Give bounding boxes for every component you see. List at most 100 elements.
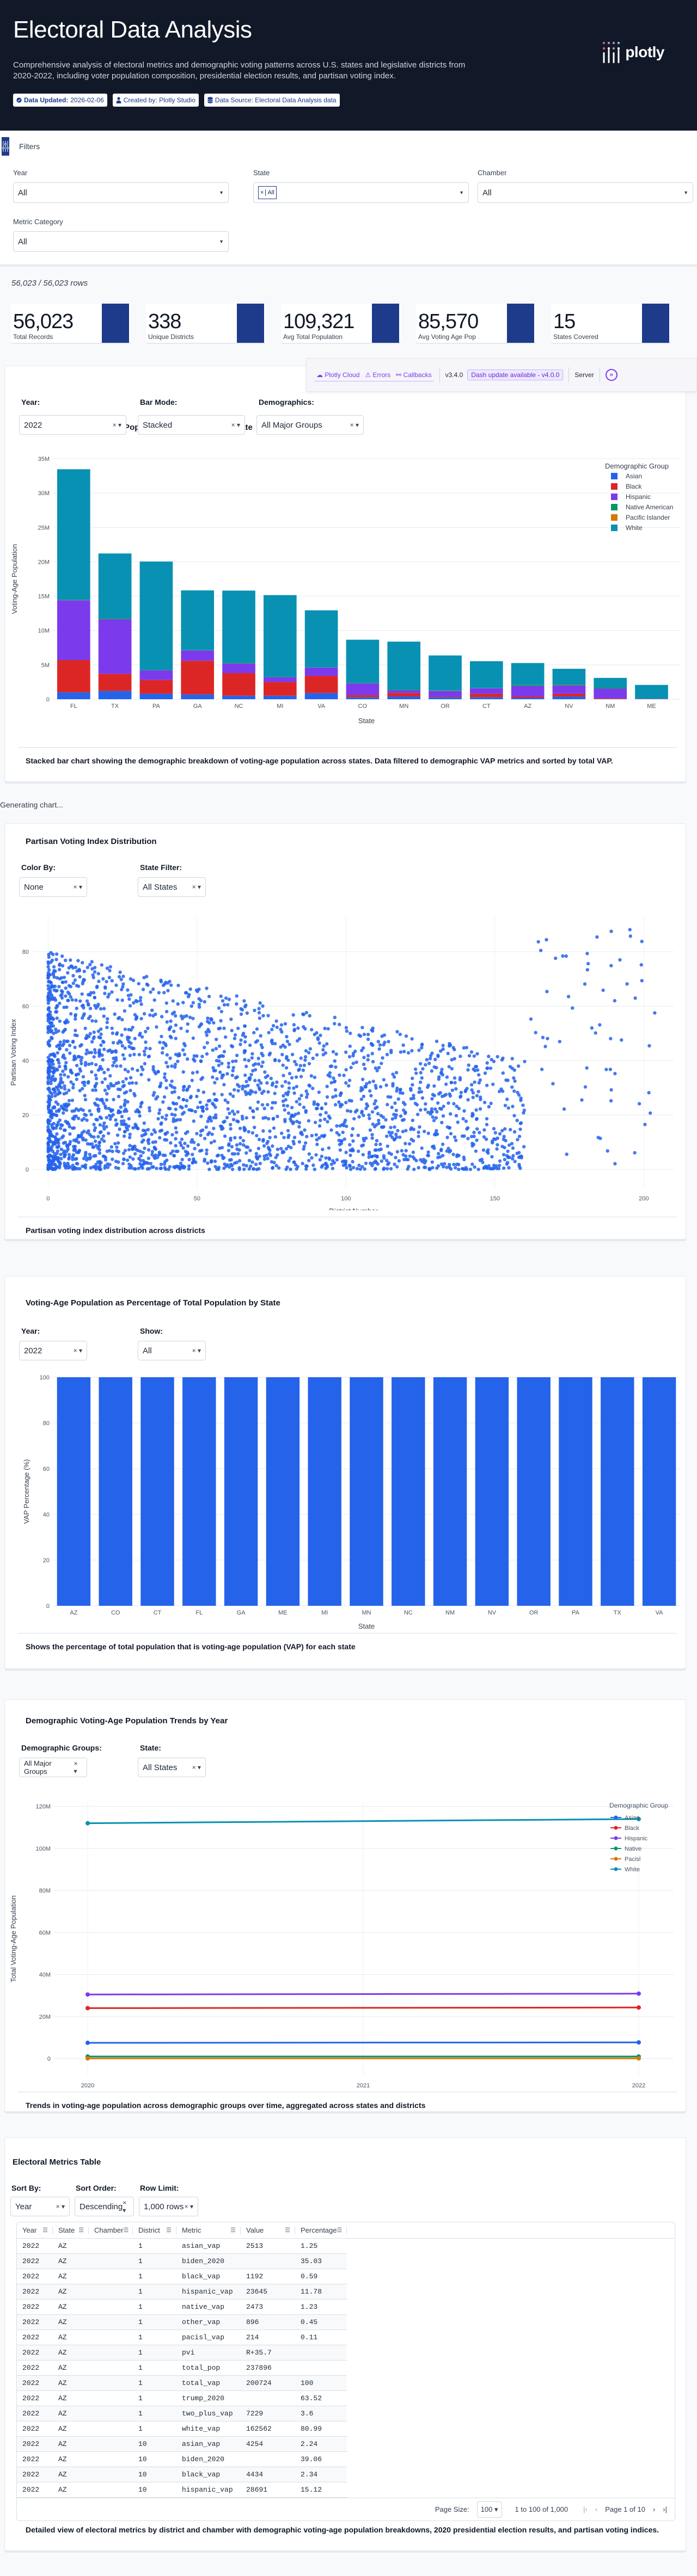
row-limit-select[interactable]: 1,000 rows × ▾ (139, 2197, 198, 2216)
table-row[interactable]: 2022 AZ 1 native_vap 2473 1.23 (17, 2300, 347, 2315)
column-header-chamber[interactable]: Chamber ☰ (89, 2226, 133, 2234)
svg-text:40: 40 (22, 1058, 29, 1064)
bar-mode-select[interactable]: Stacked × ▾ (138, 415, 245, 435)
svg-text:0: 0 (46, 697, 50, 703)
filter-icon[interactable]: ☰ (78, 2227, 84, 2234)
demographic-groups-select[interactable]: All Major Groups × ▾ (19, 1758, 87, 1777)
show-select[interactable]: All × ▾ (138, 1341, 206, 1360)
vap-trends-line-chart[interactable]: 020M40M60M80M100M120M202020212022YearTot… (5, 1787, 686, 2092)
cell-year: 2022 (22, 2349, 40, 2357)
table-row[interactable]: 2022 AZ 1 total_pop 237896 (17, 2361, 347, 2376)
cell-year: 2022 (22, 2288, 40, 2296)
cell-district: 1 (138, 2364, 143, 2372)
cell-state: AZ (58, 2379, 67, 2387)
table-row[interactable]: 2022 AZ 1 pvi R+35.7 (17, 2345, 347, 2361)
warning-icon: ⚠ (365, 371, 371, 379)
table-row[interactable]: 2022 AZ 1 two_plus_vap 7229 3.6 (17, 2406, 347, 2421)
cell-year: 2022 (22, 2486, 40, 2494)
column-header-district[interactable]: District ☰ (133, 2226, 176, 2234)
cell-value: 23645 (246, 2288, 268, 2296)
sort-order-select[interactable]: Descending × ▾ (75, 2197, 134, 2216)
last-page-button[interactable]: ›| (663, 2505, 667, 2513)
color-by-select[interactable]: None × ▾ (19, 877, 87, 897)
row-range: 1 to 100 of 1,000 (515, 2505, 568, 2513)
filter-icon[interactable]: ☰ (42, 2227, 48, 2234)
pvi-scatter-chart[interactable]: 0 20 40 60 80 0 50 100 150 200 District Number Part… (5, 905, 686, 1210)
svg-text:Pacisl: Pacisl (625, 1856, 640, 1863)
column-header-state[interactable]: State ☰ (53, 2226, 89, 2234)
errors-tab[interactable]: ⚠ Errors (365, 371, 391, 379)
first-page-button[interactable]: |‹ (583, 2505, 588, 2513)
svg-text:PA: PA (572, 1610, 580, 1616)
cell-value: 2513 (246, 2242, 264, 2250)
svg-text:NM: NM (445, 1610, 455, 1616)
stacked-bar-chart[interactable]: 0 5M 10M 15M 20M 25M 30M 35M FL TX PA GA NC MI VA CO MN O… (5, 442, 686, 747)
state-select[interactable]: All States × ▾ (138, 1758, 206, 1777)
sliders-icon[interactable] (2, 137, 9, 156)
table-row[interactable]: 2022 AZ 1 asian_vap 2513 1.25 (17, 2239, 347, 2254)
cell-metric: hispanic_vap (182, 2288, 233, 2296)
filter-icon[interactable]: ☰ (123, 2227, 129, 2234)
filters-title: Filters (19, 142, 40, 151)
table-row[interactable]: 2022 AZ 10 biden_2020 39.06 (17, 2452, 347, 2467)
cell-metric: pvi (182, 2349, 195, 2357)
cell-year: 2022 (22, 2272, 40, 2281)
svg-text:White: White (625, 1866, 640, 1873)
table-row[interactable]: 2022 AZ 1 biden_2020 35.03 (17, 2254, 347, 2269)
kpi-total-records: 56,023 Total Records (11, 304, 131, 343)
svg-text:FL: FL (195, 1610, 203, 1616)
dash-update-badge[interactable]: Dash update available - v4.0.0 (467, 369, 564, 380)
table-row[interactable]: 2022 AZ 1 white_vap 162562 80.99 (17, 2421, 347, 2437)
vap-percentage-bar-chart[interactable]: 0 20 40 60 80 100 AZ CO CT FL GA ME MI MN NC NM NV OR PA TX… (5, 1364, 686, 1647)
filter-icon[interactable]: ☰ (285, 2227, 290, 2234)
year-select[interactable]: 2022 × ▾ (19, 1341, 87, 1360)
filter-icon[interactable]: ☰ (166, 2227, 172, 2234)
table-row[interactable]: 2022 AZ 1 total_vap 200724 100 (17, 2376, 347, 2391)
filter-icon[interactable]: ☰ (337, 2227, 343, 2234)
svg-text:2022: 2022 (632, 2082, 645, 2089)
table-row[interactable]: 2022 AZ 1 black_vap 1192 0.59 (17, 2269, 347, 2284)
state-chip: × All (258, 186, 277, 199)
cell-percentage: 0.45 (301, 2318, 318, 2326)
prev-page-button[interactable]: ‹ (595, 2505, 598, 2513)
table-row[interactable]: 2022 AZ 10 black_vap 4434 2.34 (17, 2467, 347, 2482)
chamber-dropdown[interactable]: All ▼ (478, 182, 693, 203)
table-row[interactable]: 2022 AZ 1 pacisl_vap 214 0.11 (17, 2330, 347, 2345)
page-size-select[interactable]: 100 ▾ (476, 2501, 502, 2518)
table-row[interactable]: 2022 AZ 10 hispanic_vap 28691 15.12 (17, 2482, 347, 2498)
table-row[interactable]: 2022 AZ 1 other_vap 896 0.45 (17, 2315, 347, 2330)
column-header-metric[interactable]: Metric ☰ (176, 2226, 241, 2234)
cell-state: AZ (58, 2425, 67, 2433)
svg-text:State: State (358, 717, 375, 725)
next-page-button[interactable]: › (652, 2505, 656, 2513)
plotly-cloud-tab[interactable]: ☁ Plotly Cloud (316, 371, 360, 379)
svg-text:0: 0 (46, 1195, 50, 1202)
column-header-year[interactable]: Year ☰ (17, 2226, 53, 2234)
svg-text:Native: Native (625, 1846, 641, 1852)
svg-text:ME: ME (647, 703, 656, 710)
state-dropdown[interactable]: × All ▼ (253, 182, 469, 203)
cell-percentage: 0.59 (301, 2272, 318, 2281)
card-footnote: Shows the percentage of total population… (18, 1633, 677, 1652)
sort-by-select[interactable]: Year × ▾ (10, 2197, 70, 2216)
column-header-percentage[interactable]: Percentage ☰ (295, 2226, 347, 2234)
collapse-devtools-button[interactable]: » (605, 369, 617, 381)
callbacks-tab[interactable]: ⚯ Callbacks (396, 371, 432, 379)
svg-text:TX: TX (614, 1610, 622, 1616)
table-row[interactable]: 2022 AZ 1 hispanic_vap 23645 11.78 (17, 2284, 347, 2300)
state-filter-select[interactable]: All States × ▾ (138, 877, 206, 897)
card-title: Voting-Age Population as Percentage of T… (26, 1298, 280, 1308)
svg-text:2021: 2021 (357, 2082, 370, 2089)
demographics-select[interactable]: All Major Groups × ▾ (256, 415, 364, 435)
table-row[interactable]: 2022 AZ 10 asian_vap 4254 2.24 (17, 2437, 347, 2452)
filter-icon[interactable]: ☰ (230, 2227, 236, 2234)
kpi-unique-districts: 338 Unique Districts (146, 304, 266, 343)
cell-value: 237896 (246, 2364, 272, 2372)
year-select[interactable]: 2022 × ▾ (19, 415, 126, 435)
chip-remove-icon[interactable]: × (259, 189, 266, 196)
table-row[interactable]: 2022 AZ 1 trump_2020 63.52 (17, 2391, 347, 2406)
metric-category-dropdown[interactable]: All ▼ (13, 231, 229, 252)
column-header-value[interactable]: Value ☰ (241, 2226, 295, 2234)
cell-district: 1 (138, 2425, 143, 2433)
year-dropdown[interactable]: All ▼ (13, 182, 229, 203)
